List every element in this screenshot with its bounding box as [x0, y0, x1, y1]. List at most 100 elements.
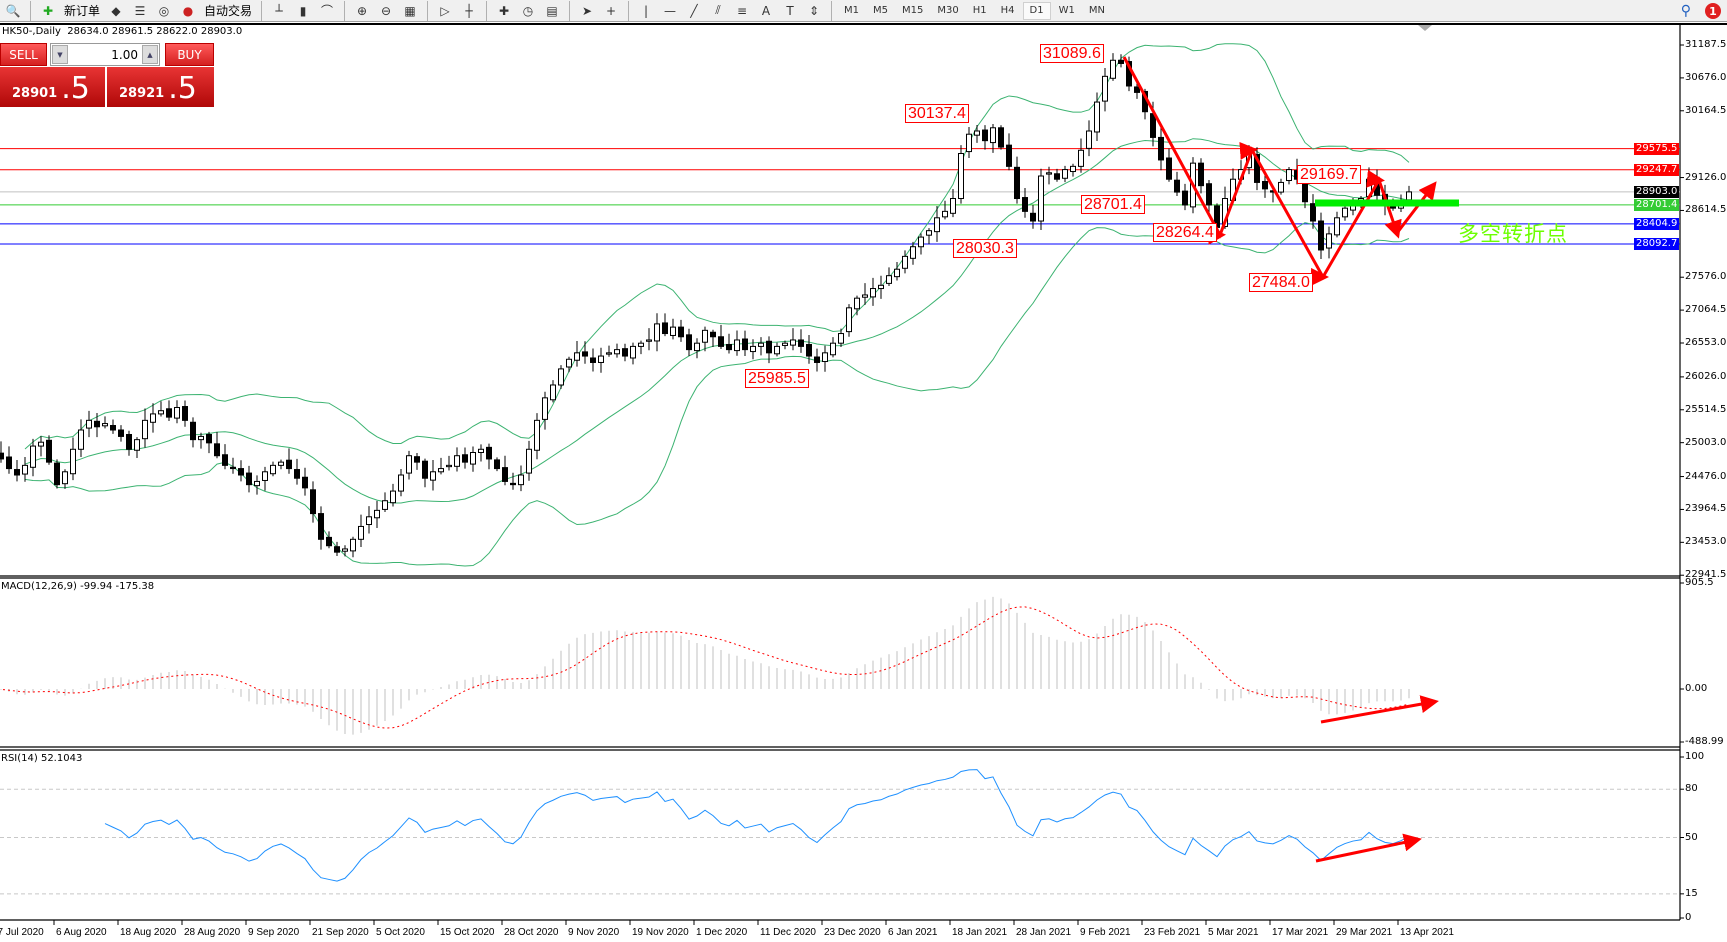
candle-bearish	[662, 322, 668, 335]
buy-button[interactable]: BUY	[165, 43, 214, 66]
chart-header: HK50-,Daily 28634.0 28961.5 28622.0 2890…	[2, 26, 243, 37]
candle-bullish	[366, 516, 372, 526]
candle-bullish	[926, 230, 932, 236]
candle-bullish	[134, 439, 140, 451]
candle-bullish	[574, 352, 580, 361]
timeframe-mn[interactable]: MN	[1088, 5, 1105, 16]
timeframe-m1[interactable]: M1	[844, 5, 860, 16]
timeframe-m15[interactable]: M15	[902, 5, 924, 16]
auto-scroll-icon[interactable]: ▷	[440, 3, 450, 18]
chart-shift-icon[interactable]: ┼	[465, 3, 473, 18]
timeframe-d1[interactable]: D1	[1022, 1, 1051, 20]
candle-bearish	[118, 429, 124, 437]
text-icon[interactable]: A	[761, 3, 771, 18]
lot-increase-button[interactable]: ▲	[142, 45, 158, 64]
price-axis-label: 23453.0	[1685, 536, 1727, 548]
timeframe-m30[interactable]: M30	[937, 5, 959, 16]
print-preview-icon[interactable]: 🔍	[5, 3, 21, 18]
candle-bearish	[766, 340, 772, 354]
date-axis-label: 1 Dec 2020	[696, 927, 748, 938]
candle-bullish	[854, 297, 860, 310]
date-axis-label: 29 Mar 2021	[1336, 927, 1393, 938]
macd-signal-line	[0, 606, 1410, 729]
rsi-axis-label: 80	[1685, 783, 1698, 795]
candle-bearish	[46, 439, 52, 463]
candle-bearish	[422, 460, 428, 479]
timeframe-w1[interactable]: W1	[1058, 5, 1075, 16]
rsi-axis-label: 100	[1685, 751, 1705, 762]
candle-bearish	[6, 456, 12, 470]
cursor-icon[interactable]: ➤	[582, 3, 593, 18]
new-order-button[interactable]: 新订单	[64, 4, 101, 18]
rsi-axis-label: 0	[1685, 912, 1692, 923]
date-axis-label: 13 Apr 2021	[1400, 927, 1454, 938]
macd-axis-label: 905.5	[1685, 577, 1714, 588]
buy-price[interactable]: 28921.5	[107, 67, 214, 107]
price-tag: 29247.7	[1634, 163, 1679, 176]
candle-bullish	[886, 275, 892, 284]
horizontal-line-icon[interactable]: —	[664, 3, 677, 18]
market-watch-icon[interactable]: ◆	[111, 3, 121, 18]
lot-size-stepper[interactable]: ▼ ▲	[50, 43, 160, 66]
zoom-in-icon[interactable]: ⊕	[357, 3, 368, 18]
history-icon[interactable]: ☰	[134, 3, 146, 18]
lot-decrease-button[interactable]: ▼	[52, 45, 68, 64]
date-axis-label: 23 Feb 2021	[1144, 927, 1201, 938]
candle-bearish	[54, 462, 60, 486]
pivot-text: 多空转折点	[1458, 222, 1568, 246]
date-axis-label: 6 Jan 2021	[888, 927, 938, 938]
candle-bearish	[1182, 190, 1188, 206]
price-annotation: 31089.6	[1040, 44, 1104, 63]
text-label-icon[interactable]: T	[786, 3, 794, 18]
candle-bullish	[838, 333, 844, 344]
trendline-icon[interactable]: ╱	[690, 3, 698, 18]
auto-trading-button[interactable]: 自动交易	[204, 4, 253, 18]
candle-bullish	[598, 355, 604, 363]
crosshair-icon[interactable]: +	[606, 3, 617, 18]
equidistant-channel-icon[interactable]: ⫽	[715, 3, 721, 17]
timeframe-h4[interactable]: H4	[1000, 5, 1015, 16]
search-icon[interactable]: ⚲	[1680, 3, 1691, 19]
candle-bullish	[1078, 149, 1084, 167]
sell-button[interactable]: SELL	[0, 43, 47, 66]
indicators-icon[interactable]: ✚	[499, 3, 510, 18]
candle-bearish	[1118, 59, 1124, 64]
candle-bullish	[1046, 172, 1052, 175]
sell-price-main: 28901	[12, 86, 58, 101]
candle-bullish	[990, 127, 996, 144]
signals-icon[interactable]: ◎	[158, 3, 170, 18]
candle-bearish	[214, 443, 220, 457]
candle-bearish	[982, 129, 988, 142]
candle-bearish	[302, 476, 308, 489]
tile-windows-icon[interactable]: ▦	[404, 3, 416, 18]
candle-bearish	[1022, 197, 1028, 212]
auto-trading-icon[interactable]: ●	[182, 3, 194, 18]
lot-size-input[interactable]	[69, 47, 141, 62]
price-tag: 28701.4	[1634, 198, 1679, 211]
candle-bearish	[678, 326, 684, 338]
candle-bullish	[406, 455, 412, 474]
candlestick-icon[interactable]: ▮	[299, 3, 307, 18]
candle-bearish	[166, 408, 172, 418]
candle-bullish	[534, 419, 540, 451]
candle-bullish	[62, 471, 68, 485]
templates-icon[interactable]: ▤	[546, 3, 558, 18]
periods-icon[interactable]: ◷	[522, 3, 534, 18]
timeframe-m5[interactable]: M5	[873, 5, 889, 16]
notification-badge[interactable]: 1	[1705, 3, 1721, 19]
fibonacci-icon[interactable]: ≡	[737, 3, 748, 18]
timeframe-h1[interactable]: H1	[972, 5, 987, 16]
date-axis-label: 19 Nov 2020	[632, 927, 689, 938]
zoom-out-icon[interactable]: ⊖	[381, 3, 392, 18]
price-axis-label: 27576.0	[1685, 271, 1727, 283]
sell-price[interactable]: 28901.5	[0, 67, 105, 107]
vertical-line-icon[interactable]: |	[644, 3, 649, 18]
price-axis-label: 22941.5	[1685, 569, 1727, 581]
new-order-icon[interactable]: ✚	[42, 3, 54, 18]
arrows-icon[interactable]: ⇕	[809, 3, 820, 18]
line-chart-icon[interactable]: ⌒	[321, 4, 334, 18]
up-arrow	[1395, 181, 1437, 234]
bar-chart-icon[interactable]: ┴	[275, 3, 283, 18]
candle-bullish	[102, 423, 108, 427]
